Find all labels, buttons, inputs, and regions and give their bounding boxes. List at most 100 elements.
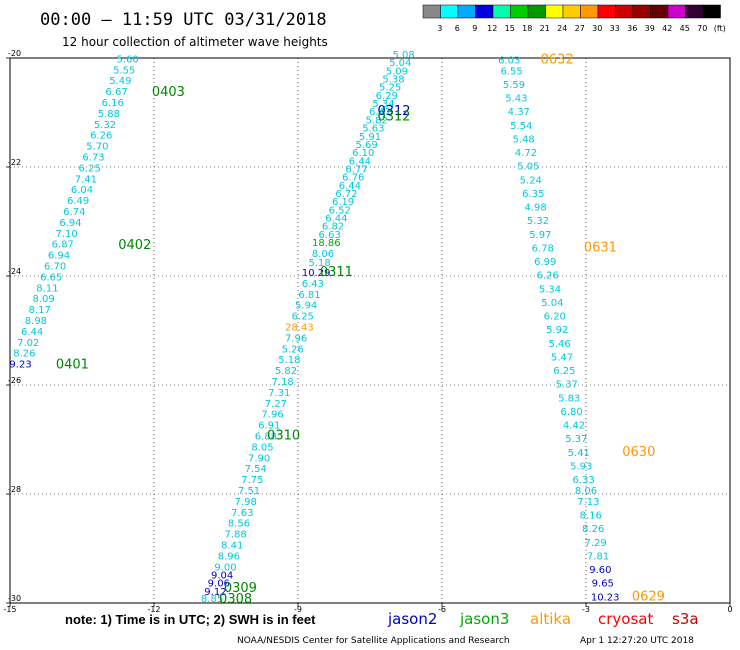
wave-height-reading: 7.96 [261, 410, 283, 421]
colorbar-label: 70 [697, 24, 707, 33]
wave-height-reading: 8.11 [36, 283, 58, 294]
wave-height-reading: 6.26 [90, 131, 112, 142]
wave-height-reading: 7.27 [265, 399, 287, 410]
wave-height-reading: 8.98 [25, 316, 47, 327]
wave-height-reading: 5.88 [98, 109, 120, 120]
wave-height-reading: 6.43 [302, 279, 324, 290]
wave-height-reading: 6.26 [536, 271, 558, 282]
wave-height-reading: 5.18 [278, 355, 300, 366]
wave-height-reading: 5.60 [116, 54, 138, 65]
wave-height-reading: 5.09 [386, 66, 408, 77]
wave-height-reading: 6.25 [79, 163, 101, 174]
wave-height-reading: 4.98 [524, 203, 546, 214]
wave-height-reading: 6.63 [319, 230, 341, 241]
wave-height-reading: 7.81 [587, 551, 609, 562]
pass-time-label: 0308 [219, 592, 252, 607]
colorbar-swatch [685, 4, 704, 19]
colorbar-swatch [650, 4, 669, 19]
wave-height-reading: 8.16 [580, 511, 602, 522]
wave-height-reading: 5.34 [539, 284, 561, 295]
wave-height-reading: 5.91 [359, 132, 381, 143]
wave-height-reading: 4.42 [563, 421, 585, 432]
wave-height-reading: 5.55 [113, 65, 135, 76]
wave-height-reading: 5.93 [570, 461, 592, 472]
wave-height-reading: 6.94 [59, 218, 81, 229]
colorbar-label: 18 [522, 24, 532, 33]
wave-height-reading: 6.94 [48, 251, 70, 262]
wave-height-reading: 5.04 [389, 58, 411, 69]
wave-height-reading: 6.25 [292, 312, 314, 323]
x-tick-label: -12 [147, 605, 160, 614]
colorbar-legend: 3 6 9 12 15 18 21 24 27 30 33 36 39 42 45 70 (ft) [422, 4, 726, 33]
map-grid [9, 57, 731, 604]
wave-height-reading: 6.29 [376, 91, 398, 102]
y-tick-label: -24 [8, 267, 21, 276]
colorbar-label: 45 [680, 24, 690, 33]
wave-height-reading: 6.20 [544, 312, 566, 323]
colorbar-swatch [475, 4, 494, 19]
wave-height-reading: 7.75 [241, 475, 263, 486]
wave-height-reading: 5.70 [86, 142, 108, 153]
wave-height-reading: 6.25 [553, 366, 575, 377]
wave-height-reading: 6.44 [21, 327, 43, 338]
wave-height-reading: 6.77 [345, 164, 367, 175]
colorbar-swatch [562, 4, 581, 19]
colorbar-swatch [632, 4, 651, 19]
colorbar-swatch [580, 4, 599, 19]
wave-height-reading: 6.35 [522, 189, 544, 200]
wave-height-reading: 6.88 [255, 432, 277, 443]
wave-height-reading: 6.70 [44, 261, 66, 272]
wave-height-reading: 6.65 [40, 272, 62, 283]
wave-height-reading: 5.92 [546, 325, 568, 336]
wave-height-reading: 5.47 [551, 352, 573, 363]
wave-height-reading: 7.13 [577, 497, 599, 508]
pass-time-label: 0401 [56, 358, 89, 373]
wave-height-reading: 5.54 [510, 121, 532, 132]
wave-height-reading: 8.56 [228, 519, 250, 530]
wave-height-reading: 7.41 [75, 174, 97, 185]
wave-height-reading: 7.18 [272, 377, 294, 388]
colorbar-label: 24 [557, 24, 567, 33]
y-tick-label: -28 [8, 485, 21, 494]
x-tick-label: -15 [3, 605, 16, 614]
wave-height-reading: 6.33 [572, 475, 594, 486]
wave-height-reading: 5.46 [548, 339, 570, 350]
wave-height-reading: 7.98 [235, 497, 257, 508]
wave-height-reading: 5.94 [295, 301, 317, 312]
wave-height-reading: 9.12 [204, 587, 226, 598]
y-tick-label: -22 [8, 158, 21, 167]
wave-height-reading: 5.49 [109, 76, 131, 87]
wave-height-reading: 6.55 [500, 66, 522, 77]
page-subtitle: 12 hour collection of altimeter wave hei… [62, 35, 328, 49]
colorbar-swatch [510, 4, 529, 19]
wave-height-reading: 8.41 [221, 541, 243, 552]
pass-time-label: 0311 [320, 265, 353, 280]
pass-time-label: 0309 [224, 581, 257, 596]
wave-height-reading: 4.37 [508, 107, 530, 118]
wave-height-reading: 7.63 [231, 508, 253, 519]
wave-height-reading: 5.82 [275, 366, 297, 377]
wave-height-reading: 5.69 [356, 140, 378, 151]
wave-height-reading: 6.81 [298, 290, 320, 301]
colorbar-label: 36 [627, 24, 637, 33]
wave-height-reading: 5.48 [512, 134, 534, 145]
wave-height-reading: 6.49 [67, 196, 89, 207]
colorbar-swatch [597, 4, 616, 19]
legend-s3a: s3a [672, 610, 699, 628]
colorbar-label: 15 [505, 24, 515, 33]
wave-height-reading: 5.04 [541, 298, 563, 309]
colorbar-swatch [440, 4, 459, 19]
wave-height-reading: 6.04 [71, 185, 93, 196]
footer-timestamp: Apr 1 12:27:20 UTC 2018 [580, 636, 694, 646]
wave-height-reading: 8.05 [251, 442, 273, 453]
colorbar-label: 39 [645, 24, 655, 33]
wave-height-reading: 5.32 [94, 120, 116, 131]
wave-height-reading: 5.83 [558, 393, 580, 404]
wave-height-reading: 5.05 [517, 162, 539, 173]
y-tick-label: -26 [8, 376, 21, 385]
wave-height-reading: 7.10 [56, 229, 78, 240]
wave-height-reading: 7.54 [245, 464, 267, 475]
wave-height-reading: 5.25 [379, 83, 401, 94]
wave-height-reading: 6.91 [258, 421, 280, 432]
wave-height-reading: 7.96 [285, 333, 307, 344]
